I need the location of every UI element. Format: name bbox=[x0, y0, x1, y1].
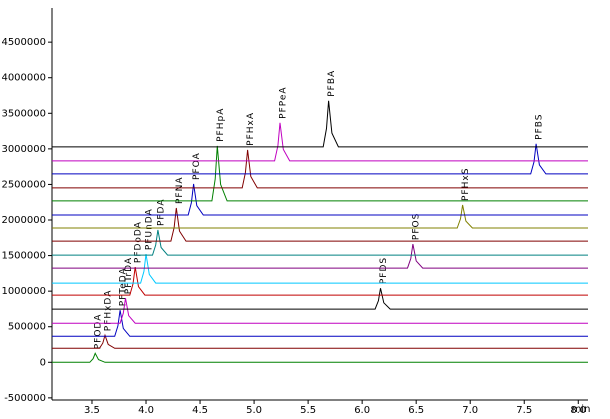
x-tick-label: 7.0 bbox=[462, 405, 478, 416]
x-tick-label: 8.0 bbox=[570, 405, 586, 416]
y-tick-label: 500000 bbox=[8, 322, 46, 333]
x-tick-label: 5.5 bbox=[300, 405, 316, 416]
trace bbox=[52, 288, 588, 310]
peak-label: PFOA bbox=[192, 152, 202, 180]
x-tick-label: 3.5 bbox=[84, 405, 100, 416]
peak-label: PFHxA bbox=[246, 112, 256, 146]
y-tick-label: 3500000 bbox=[1, 108, 46, 119]
peak-label: PFOS bbox=[411, 213, 421, 240]
x-axis-label: min bbox=[572, 404, 591, 415]
trace bbox=[52, 100, 588, 148]
y-tick-label: 4500000 bbox=[1, 37, 46, 48]
peak-label: PFNA bbox=[175, 176, 185, 204]
trace bbox=[52, 244, 588, 269]
trace bbox=[52, 333, 588, 349]
x-tick-label: 4.5 bbox=[192, 405, 208, 416]
trace bbox=[52, 229, 588, 256]
trace bbox=[52, 207, 588, 242]
peak-label: PFHxS bbox=[461, 168, 471, 201]
trace bbox=[52, 143, 588, 175]
y-tick-label: 4000000 bbox=[1, 73, 46, 84]
x-tick-label: 7.5 bbox=[516, 405, 532, 416]
peak-label: PFODA bbox=[94, 314, 104, 350]
trace bbox=[52, 254, 588, 284]
y-tick-label: 2000000 bbox=[1, 215, 46, 226]
peak-label: PFBA bbox=[327, 70, 337, 97]
y-tick-label: -500000 bbox=[4, 393, 46, 404]
trace bbox=[52, 298, 588, 324]
trace bbox=[52, 352, 588, 363]
x-tick-label: 6.5 bbox=[408, 405, 424, 416]
y-tick-label: 1500000 bbox=[1, 251, 46, 262]
peak-label: PFTrDA bbox=[124, 257, 134, 294]
y-tick-label: 2500000 bbox=[1, 179, 46, 190]
y-tick-label: 1000000 bbox=[1, 286, 46, 297]
trace bbox=[52, 149, 588, 189]
x-tick-label: 5.0 bbox=[246, 405, 262, 416]
trace bbox=[52, 204, 588, 229]
peak-label: PFBS bbox=[535, 113, 545, 139]
peak-label: PFPeA bbox=[279, 86, 289, 118]
trace bbox=[52, 122, 588, 162]
x-tick-label: 4.0 bbox=[138, 405, 154, 416]
y-tick-label: 0 bbox=[40, 357, 46, 368]
y-tick-label: 3000000 bbox=[1, 144, 46, 155]
peak-label: PFTeDA bbox=[119, 267, 129, 306]
trace bbox=[52, 267, 588, 296]
peak-label: PFHpA bbox=[216, 108, 226, 142]
trace bbox=[52, 183, 588, 216]
trace bbox=[52, 145, 588, 202]
peak-label: PFDA bbox=[156, 198, 166, 226]
x-tick-label: 6.0 bbox=[354, 405, 370, 416]
peak-label: PFHxDA bbox=[103, 290, 113, 332]
trace bbox=[52, 310, 588, 337]
peak-label: PFUnDA bbox=[145, 208, 155, 250]
peak-label: PFDS bbox=[379, 257, 389, 284]
peak-label: PFDoDA bbox=[134, 221, 144, 263]
